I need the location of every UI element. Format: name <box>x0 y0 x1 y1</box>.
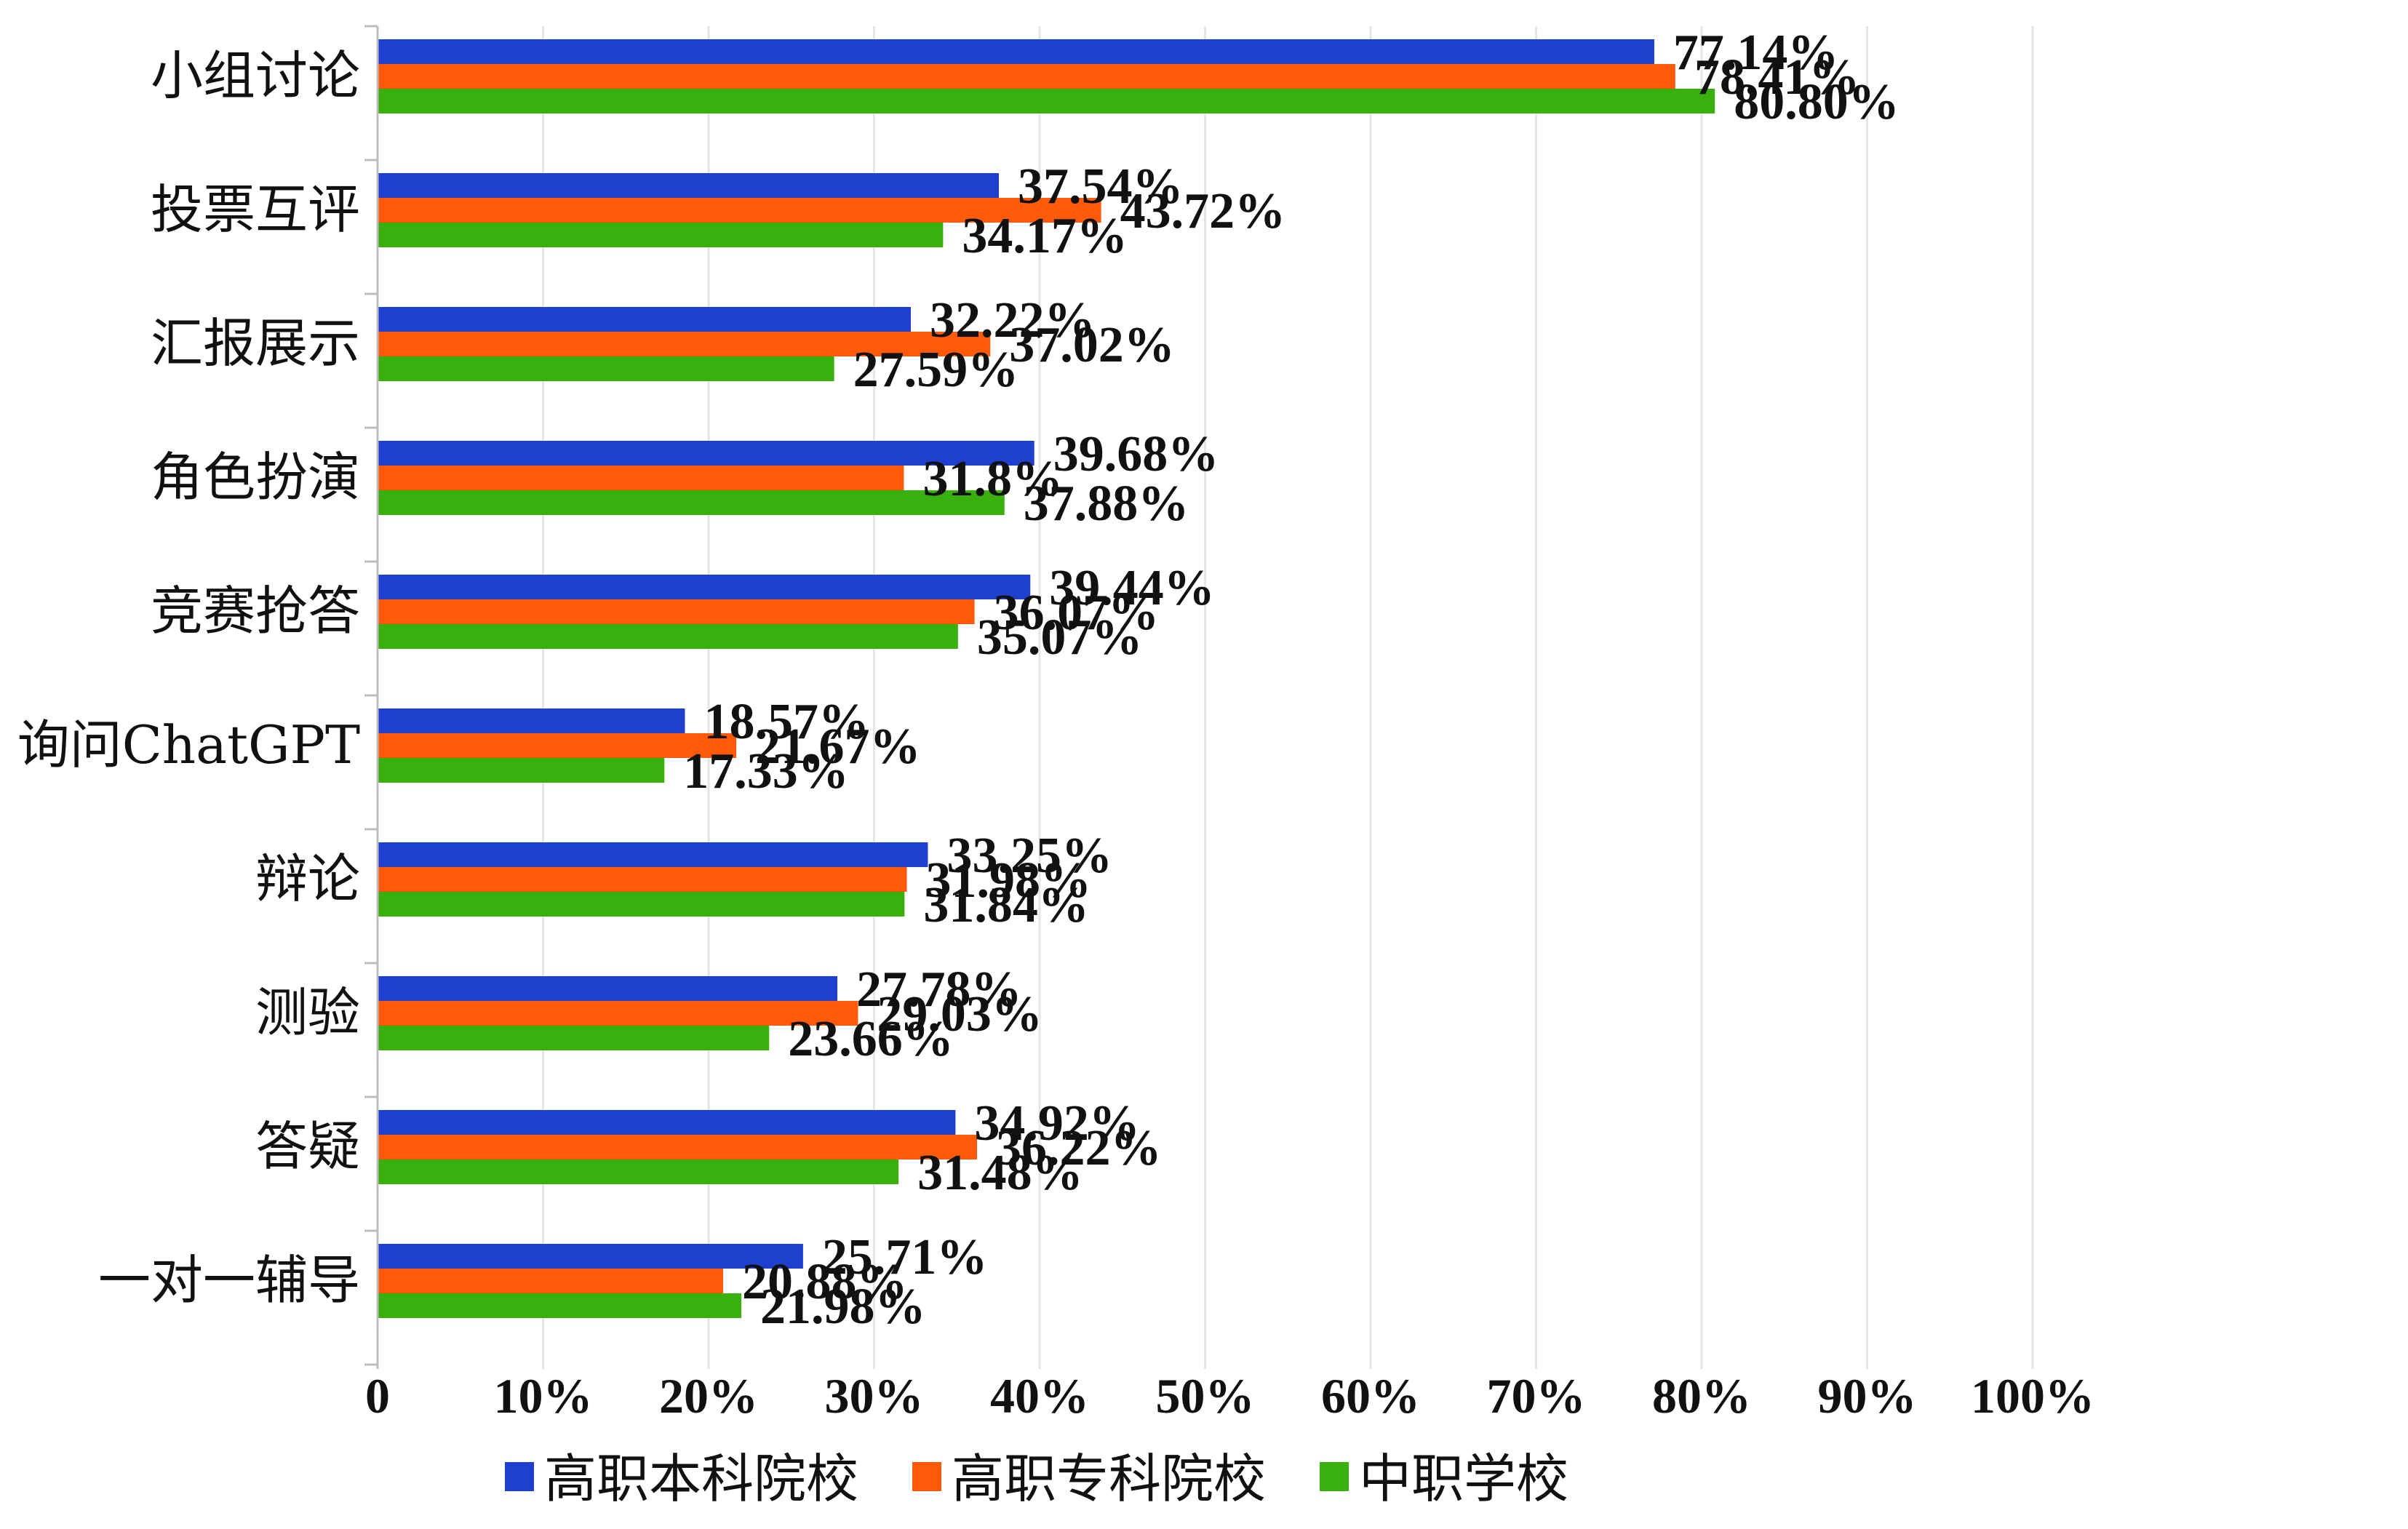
data-labels: 77.14% 37.54% 32.22% 39.68% 39.44% 18.57% 33.2… <box>683 25 1899 1335</box>
axes: 0 10% 20% 30% 40% 50% 60% 70% 80% 90% 100% 小组讨论投票互评… <box>17 25 2094 1424</box>
data-label: 21.67% <box>755 719 921 775</box>
data-label: 23.66% <box>788 1011 954 1067</box>
category-label: 汇报展示 <box>151 313 360 374</box>
category-label: 测验 <box>255 982 360 1043</box>
data-label: 33.25% <box>946 828 1112 884</box>
bar <box>378 173 1000 198</box>
bar <box>378 1110 956 1135</box>
legend-label: 中职学校 <box>1359 1448 1568 1509</box>
bar <box>378 976 837 1001</box>
category-label: 角色扮演 <box>151 447 360 508</box>
data-label: 29.03% <box>877 986 1042 1042</box>
bar <box>378 1293 742 1318</box>
data-label: 32.22% <box>930 292 1096 348</box>
bar <box>378 1244 803 1269</box>
data-label: 37.54% <box>1018 159 1184 215</box>
bar <box>378 842 928 867</box>
data-label: 39.44% <box>1049 560 1215 616</box>
category-label: 投票互评 <box>151 179 360 240</box>
data-label: 31.48% <box>917 1145 1083 1201</box>
bar <box>378 1269 724 1293</box>
category-label: 一对一辅导 <box>98 1250 360 1311</box>
x-tick-label: 30% <box>825 1368 924 1424</box>
data-label: 18.57% <box>703 694 869 750</box>
data-label: 37.88% <box>1024 476 1189 532</box>
x-tick-label: 80% <box>1652 1368 1751 1424</box>
data-label: 31.8% <box>922 451 1063 507</box>
x-tick-label: 60% <box>1321 1368 1420 1424</box>
x-tick-label: 50% <box>1156 1368 1255 1424</box>
legend-swatch <box>912 1462 941 1491</box>
data-label: 31.98% <box>926 853 1092 909</box>
bar <box>378 1159 899 1184</box>
data-label: 25.71% <box>822 1229 988 1285</box>
bar <box>378 867 907 892</box>
legend-swatch <box>1320 1462 1349 1491</box>
data-label: 35.07% <box>977 610 1143 666</box>
bar <box>378 198 1101 223</box>
bar <box>378 64 1675 89</box>
bar <box>378 307 912 332</box>
bar <box>378 624 958 649</box>
data-label: 27.78% <box>856 962 1022 1018</box>
bar <box>378 1026 770 1050</box>
data-label: 20.88% <box>742 1254 908 1310</box>
x-tick-label: 40% <box>990 1368 1089 1424</box>
data-label: 37.02% <box>1009 317 1175 373</box>
bar <box>378 1135 978 1159</box>
data-label: 21.98% <box>760 1279 926 1335</box>
data-label: 78.41% <box>1694 49 1860 105</box>
category-label: 答疑 <box>255 1116 360 1177</box>
category-label: 辩论 <box>255 848 360 909</box>
x-tick-label: 0 <box>365 1368 390 1424</box>
data-label: 31.84% <box>923 877 1089 933</box>
bar <box>378 758 665 783</box>
bar <box>378 441 1034 466</box>
bars <box>378 39 1715 1318</box>
x-tick-label: 20% <box>659 1368 758 1424</box>
legend-label: 高职专科院校 <box>952 1448 1266 1509</box>
bar <box>378 332 991 356</box>
bar <box>378 490 1005 515</box>
legend-swatch <box>505 1462 534 1491</box>
bar <box>378 733 736 758</box>
bar <box>378 466 904 490</box>
bar <box>378 223 944 247</box>
bar <box>378 599 975 624</box>
data-label: 36.22% <box>996 1120 1162 1176</box>
x-tick-label: 70% <box>1487 1368 1586 1424</box>
bar <box>378 708 685 733</box>
data-label: 39.68% <box>1053 426 1219 482</box>
bar <box>378 575 1031 599</box>
gridlines <box>542 26 2034 1369</box>
data-label: 27.59% <box>853 342 1019 398</box>
legend: 高职本科院校 高职专科院校 中职学校 <box>505 1448 1568 1509</box>
data-label: 77.14% <box>1673 25 1839 81</box>
bar <box>378 89 1715 113</box>
x-tick-label: 90% <box>1818 1368 1917 1424</box>
bar <box>378 892 905 917</box>
x-tick-label: 100% <box>1971 1368 2094 1424</box>
category-label: 竞赛抢答 <box>151 580 360 642</box>
data-label: 34.17% <box>962 208 1128 264</box>
data-label: 34.92% <box>974 1095 1140 1151</box>
bar <box>378 39 1654 64</box>
bar <box>378 356 834 381</box>
data-label: 43.72% <box>1120 183 1286 239</box>
legend-label: 高职本科院校 <box>544 1448 858 1509</box>
data-label: 36.07% <box>994 585 1160 641</box>
data-label: 17.33% <box>683 743 849 799</box>
x-tick-label: 10% <box>494 1368 593 1424</box>
category-label: 小组讨论 <box>151 45 360 106</box>
data-label: 80.80% <box>1734 74 1899 130</box>
bar <box>378 1001 858 1026</box>
category-label: 询问ChatGPT <box>17 714 360 775</box>
